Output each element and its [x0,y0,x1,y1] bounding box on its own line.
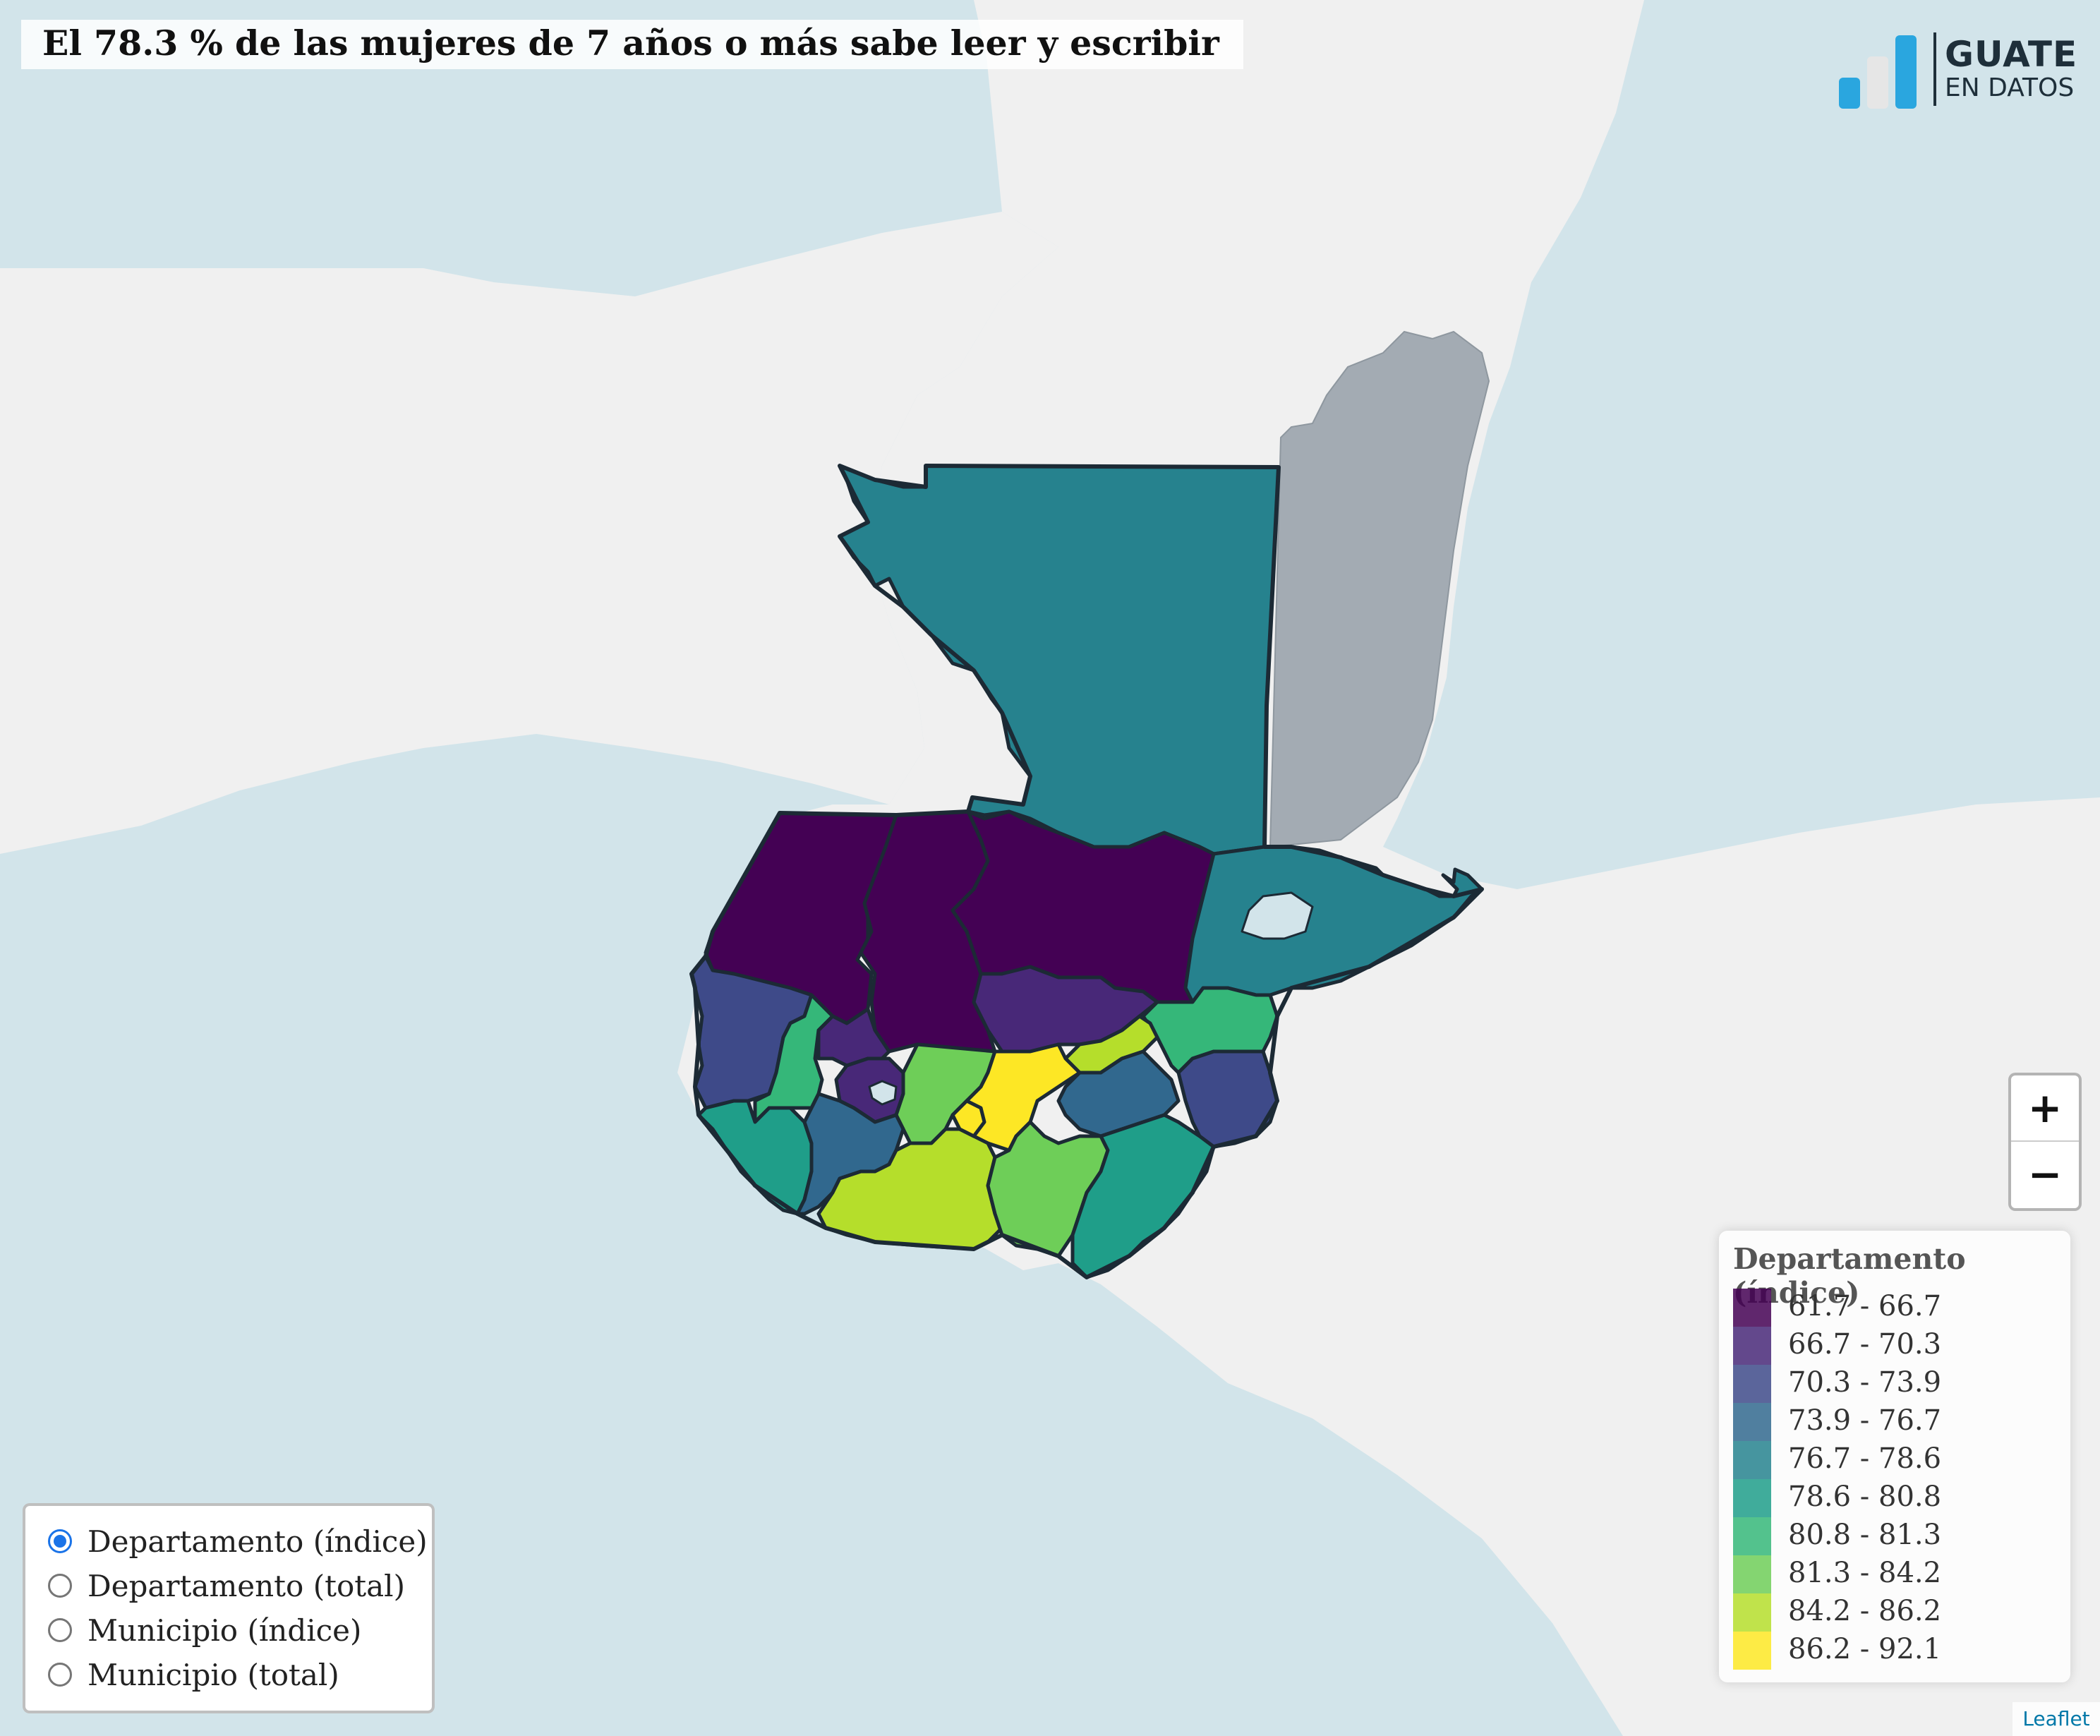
legend-item: 73.9 - 76.7 [1733,1403,2058,1441]
zoom-out-button[interactable]: − [2027,1150,2063,1198]
legend-label: 70.3 - 73.9 [1788,1366,1942,1399]
layer-radio[interactable] [48,1529,72,1553]
layer-option-label: Municipio (total) [88,1657,339,1692]
legend-label: 61.7 - 66.7 [1788,1290,1942,1322]
attribution-link[interactable]: Leaflet [2012,1702,2100,1736]
zoom-control: + − [2008,1073,2082,1211]
legend-swatch [1733,1593,1771,1632]
legend-item: 84.2 - 86.2 [1733,1593,2058,1632]
legend-label: 73.9 - 76.7 [1788,1404,1942,1437]
dept-sacatepequez [951,1099,986,1138]
lago-atitlan [868,1080,898,1106]
layer-option-label: Municipio (índice) [88,1613,362,1648]
legend-swatch [1733,1289,1771,1327]
legend-swatch [1733,1327,1771,1365]
guatemala-outline [689,464,1484,1279]
legend-swatch [1733,1555,1771,1593]
legend-item: 76.7 - 78.6 [1733,1441,2058,1479]
map-title: El 78.3 % de las mujeres de 7 años o más… [21,20,1243,69]
legend-swatch [1733,1479,1771,1517]
brand-name-line1: GUATE [1945,34,2078,75]
legend-item: 81.3 - 84.2 [1733,1555,2058,1593]
lago-izabal [1241,891,1314,940]
layer-option-label: Departamento (índice) [88,1524,428,1559]
legend-label: 76.7 - 78.6 [1788,1442,1942,1475]
dept-retalhuleu [696,1099,814,1216]
layer-selector: Departamento (índice) Departamento (total… [23,1503,435,1713]
belize-region [1269,330,1490,848]
layer-option[interactable]: Municipio (total) [48,1655,339,1694]
dept-chiquimula [1176,1049,1279,1149]
legend-item: 80.8 - 81.3 [1733,1517,2058,1555]
legend-label: 86.2 - 92.1 [1788,1633,1942,1665]
legend-swatch [1733,1517,1771,1555]
brand-bar-3 [1895,35,1917,109]
brand-logo: GUATE EN DATOS [1839,31,2079,109]
legend-item: 61.7 - 66.7 [1733,1289,2058,1327]
zoom-in-button[interactable]: + [2011,1075,2079,1142]
guatemala-departments[interactable] [689,464,1484,1279]
brand-bar-2 [1867,56,1888,109]
legend-label: 78.6 - 80.8 [1788,1481,1942,1513]
layer-radio[interactable] [48,1663,72,1687]
legend-swatch [1733,1632,1771,1670]
layer-option[interactable]: Departamento (total) [48,1566,405,1605]
legend-swatch [1733,1403,1771,1441]
legend-label: 84.2 - 86.2 [1788,1595,1942,1627]
legend-item: 78.6 - 80.8 [1733,1479,2058,1517]
legend-swatch [1733,1441,1771,1479]
brand-name-line2: EN DATOS [1945,73,2075,102]
layer-option[interactable]: Departamento (índice) [48,1521,428,1561]
brand-separator [1933,32,1936,106]
legend-label: 81.3 - 84.2 [1788,1557,1942,1589]
layer-radio[interactable] [48,1574,72,1598]
layer-option-label: Departamento (total) [88,1568,405,1603]
brand-text: GUATE EN DATOS [1945,35,2077,103]
brand-bar-1 [1839,78,1860,109]
legend-item: 70.3 - 73.9 [1733,1365,2058,1403]
legend-label: 80.8 - 81.3 [1788,1519,1942,1551]
legend-item: 66.7 - 70.3 [1733,1327,2058,1365]
legend-label: 66.7 - 70.3 [1788,1328,1942,1361]
layer-option[interactable]: Municipio (índice) [48,1610,361,1650]
legend-swatch [1733,1365,1771,1403]
legend: Departamento (índice) 61.7 - 66.7 66.7 - … [1719,1231,2070,1682]
layer-radio[interactable] [48,1618,72,1642]
legend-item: 86.2 - 92.1 [1733,1632,2058,1670]
